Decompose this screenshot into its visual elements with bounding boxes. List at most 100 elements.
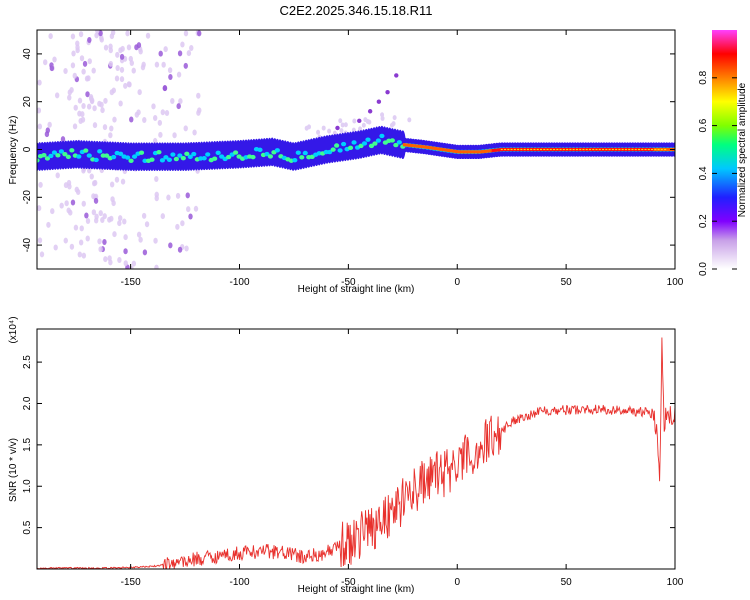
spectrogram-scatter-dot bbox=[335, 125, 340, 131]
spectrogram-noise-blob bbox=[316, 129, 321, 135]
spectrogram-peak-segment bbox=[449, 149, 453, 153]
spectrogram-peak-segment bbox=[444, 148, 448, 152]
spectrogram-peak-highlight bbox=[608, 148, 611, 151]
spectrogram-noise-blob bbox=[85, 91, 90, 98]
spectrogram-peak-segment bbox=[666, 147, 670, 152]
spectrogram-noise-blob bbox=[108, 60, 114, 67]
spectrogram-ridge-core bbox=[83, 148, 89, 153]
spectrogram-noise-blob bbox=[114, 176, 120, 183]
spectrogram-peak-segment bbox=[554, 147, 558, 152]
spectrogram-x-ticks: -150 -100 -50 0 50 100 bbox=[121, 30, 684, 288]
spectrogram-peak-highlight bbox=[562, 148, 565, 151]
spectrogram-noise-blob bbox=[122, 218, 127, 225]
colorbar-label: Normalized spectral amplitude bbox=[737, 82, 748, 217]
spectrogram-peak-highlight bbox=[592, 148, 595, 151]
spectrogram-peak-highlight bbox=[533, 148, 536, 151]
spectrogram-peak-highlight bbox=[556, 148, 559, 151]
spectrogram-noise-blob bbox=[69, 243, 75, 250]
spectrogram-noise-blob bbox=[186, 50, 192, 57]
spectrogram-peak-highlight bbox=[539, 148, 542, 151]
spectrogram-noise-blob bbox=[129, 116, 134, 123]
spectrogram-noise-blob bbox=[91, 209, 97, 216]
spectrogram-noise-blob bbox=[196, 92, 201, 99]
spectrogram-ridge-core bbox=[65, 154, 71, 160]
spectrogram-noise-blob bbox=[86, 103, 92, 110]
spectrogram-ridge-core bbox=[358, 143, 364, 149]
spectrogram-noise-blob bbox=[163, 46, 168, 53]
spectrogram-noise-blob bbox=[64, 200, 69, 207]
figure-title: C2E2.2025.346.15.18.R11 bbox=[280, 3, 433, 18]
spectrogram-noise-blob bbox=[55, 172, 60, 179]
spectrogram-ridge-core bbox=[97, 149, 103, 154]
spectrogram-ridge-core bbox=[372, 141, 378, 146]
spectrogram-noise-blob bbox=[117, 220, 122, 227]
spectrogram-noise-blob bbox=[129, 60, 135, 67]
spectrogram-noise-blob bbox=[164, 110, 170, 117]
spectrogram-peak-segment bbox=[609, 147, 613, 152]
spectrogram-ridge-core bbox=[76, 154, 82, 159]
spectrogram-noise-blob bbox=[102, 213, 107, 220]
spectrogram-noise-blob bbox=[196, 109, 201, 116]
spectrogram-noise-blob bbox=[108, 259, 113, 266]
spectrogram-peak-segment bbox=[436, 147, 440, 151]
spectrogram-ridge-core bbox=[264, 151, 270, 157]
spectrogram-noise-blob bbox=[118, 215, 123, 222]
spectrogram-noise-blob bbox=[189, 44, 194, 51]
spectrogram-noise-blob bbox=[158, 131, 163, 138]
spectrogram-peak-segment bbox=[570, 147, 574, 152]
spectrogram-noise-blob bbox=[162, 85, 168, 92]
spectrogram-noise-blob bbox=[339, 128, 344, 134]
spectrogram-noise-blob bbox=[178, 98, 183, 105]
spectrogram-ridge-core bbox=[173, 156, 179, 162]
spectrogram-peak-segment bbox=[596, 147, 600, 152]
spectrogram-ridge-core bbox=[48, 153, 54, 159]
spectrogram-noise-blob bbox=[136, 109, 141, 116]
spectrogram-peak-segment bbox=[413, 144, 417, 148]
y-tick-label: 20 bbox=[22, 96, 33, 108]
spectrogram-peak-highlight bbox=[572, 148, 575, 151]
spectrogram-noise-blob bbox=[63, 68, 68, 75]
spectrogram-noise-blob bbox=[184, 245, 189, 252]
spectrogram-peak-segment bbox=[442, 148, 446, 152]
spectrogram-noise-blob bbox=[52, 56, 57, 63]
spectrogram-noise-blob bbox=[138, 236, 143, 243]
spectrogram-peak-segment bbox=[593, 147, 597, 152]
spectrogram-noise-blob bbox=[109, 89, 115, 96]
spectrogram-y-ticks: -40 -20 0 20 40 bbox=[22, 48, 675, 252]
spectrogram-ridge-core bbox=[327, 149, 333, 155]
spectrogram-noise-blob bbox=[161, 61, 166, 68]
spectrogram-peak-segment bbox=[541, 147, 545, 152]
x-tick-label: 0 bbox=[454, 277, 460, 288]
spectrogram-ridge-core bbox=[219, 154, 225, 159]
spectrogram-peak-highlight bbox=[507, 148, 510, 151]
spectrogram-scatter-dot bbox=[385, 89, 390, 95]
spectrogram-peak-segment bbox=[439, 147, 443, 151]
spectrogram-noise-blob bbox=[361, 122, 366, 128]
spectrogram-peak-highlight bbox=[566, 148, 569, 151]
spectrogram-peak-segment bbox=[428, 146, 432, 150]
spectrogram-noise-blob bbox=[112, 231, 117, 238]
spectrogram-ridge-core bbox=[215, 150, 221, 156]
spectrogram-noise-blob bbox=[352, 118, 357, 124]
x-tick-label: 100 bbox=[667, 277, 684, 288]
spectrogram-noise-blob bbox=[100, 107, 105, 114]
spectrogram-noise-blob bbox=[112, 116, 117, 123]
spectrogram-noise-blob bbox=[304, 125, 309, 131]
spectrogram-noise-blob bbox=[87, 58, 92, 65]
spectrogram-noise-blob bbox=[37, 79, 42, 86]
spectrogram-peak-highlight bbox=[647, 148, 650, 151]
spectrogram-noise-blob bbox=[154, 195, 159, 202]
spectrogram-peak-segment bbox=[619, 147, 623, 152]
y-tick-label: 2.5 bbox=[22, 355, 33, 369]
spectrogram-noise-blob bbox=[54, 92, 60, 99]
spectrogram-ridge-core bbox=[201, 156, 207, 161]
spectrogram-peak-segment bbox=[580, 147, 584, 152]
spectrogram-peak-segment bbox=[475, 150, 479, 154]
spectrogram-noise-blob bbox=[103, 256, 108, 263]
spectrogram-ridge-core bbox=[187, 154, 193, 160]
spectrogram-peak-segment bbox=[452, 149, 456, 153]
spectrogram-peak-segment bbox=[447, 148, 451, 153]
spectrogram-peak-segment bbox=[455, 149, 459, 154]
snr-y-multiplier: (x10⁴) bbox=[8, 316, 19, 343]
spectrogram-peak-highlight bbox=[582, 148, 585, 151]
